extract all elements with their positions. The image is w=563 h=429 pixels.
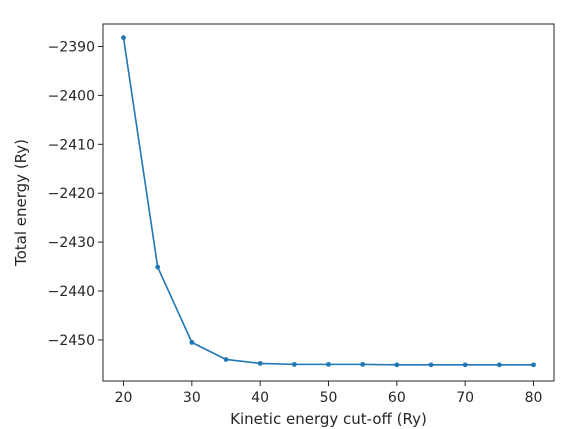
data-point xyxy=(462,362,468,368)
data-point xyxy=(155,264,161,270)
series-layer xyxy=(121,35,536,368)
data-point xyxy=(531,362,536,368)
data-point xyxy=(257,360,263,366)
data-point xyxy=(394,362,400,368)
data-point xyxy=(428,362,434,368)
y-tick-label: −2440 xyxy=(48,284,95,300)
data-point xyxy=(496,362,502,368)
data-point xyxy=(223,357,229,362)
y-axis-label: Total energy (Ry) xyxy=(12,139,30,267)
data-point xyxy=(121,35,126,41)
x-tick-label: 30 xyxy=(183,390,201,406)
plot-area xyxy=(102,23,555,382)
data-point xyxy=(291,361,297,367)
x-tick-label: 70 xyxy=(456,390,474,406)
y-axis-ticks: −2390 −2400 −2410 −2420 −2430 −2440 −2450 xyxy=(48,39,103,349)
y-tick-label: −2450 xyxy=(48,333,95,349)
x-tick-label: 20 xyxy=(115,390,133,406)
x-tick-label: 60 xyxy=(388,390,406,406)
x-axis-ticks: 20 30 40 50 60 70 80 xyxy=(115,381,543,406)
y-tick-label: −2430 xyxy=(48,235,95,251)
data-point xyxy=(326,361,331,367)
y-tick-label: −2390 xyxy=(48,39,95,55)
x-tick-label: 40 xyxy=(251,390,269,406)
y-tick-label: −2420 xyxy=(48,186,95,202)
data-point xyxy=(360,361,366,367)
y-tick-label: −2410 xyxy=(48,137,95,153)
x-tick-label: 80 xyxy=(525,390,543,406)
x-tick-label: 50 xyxy=(320,390,338,406)
data-point xyxy=(189,339,195,345)
x-axis-label: Kinetic energy cut-off (Ry) xyxy=(230,410,427,428)
y-tick-label: −2400 xyxy=(48,88,95,104)
